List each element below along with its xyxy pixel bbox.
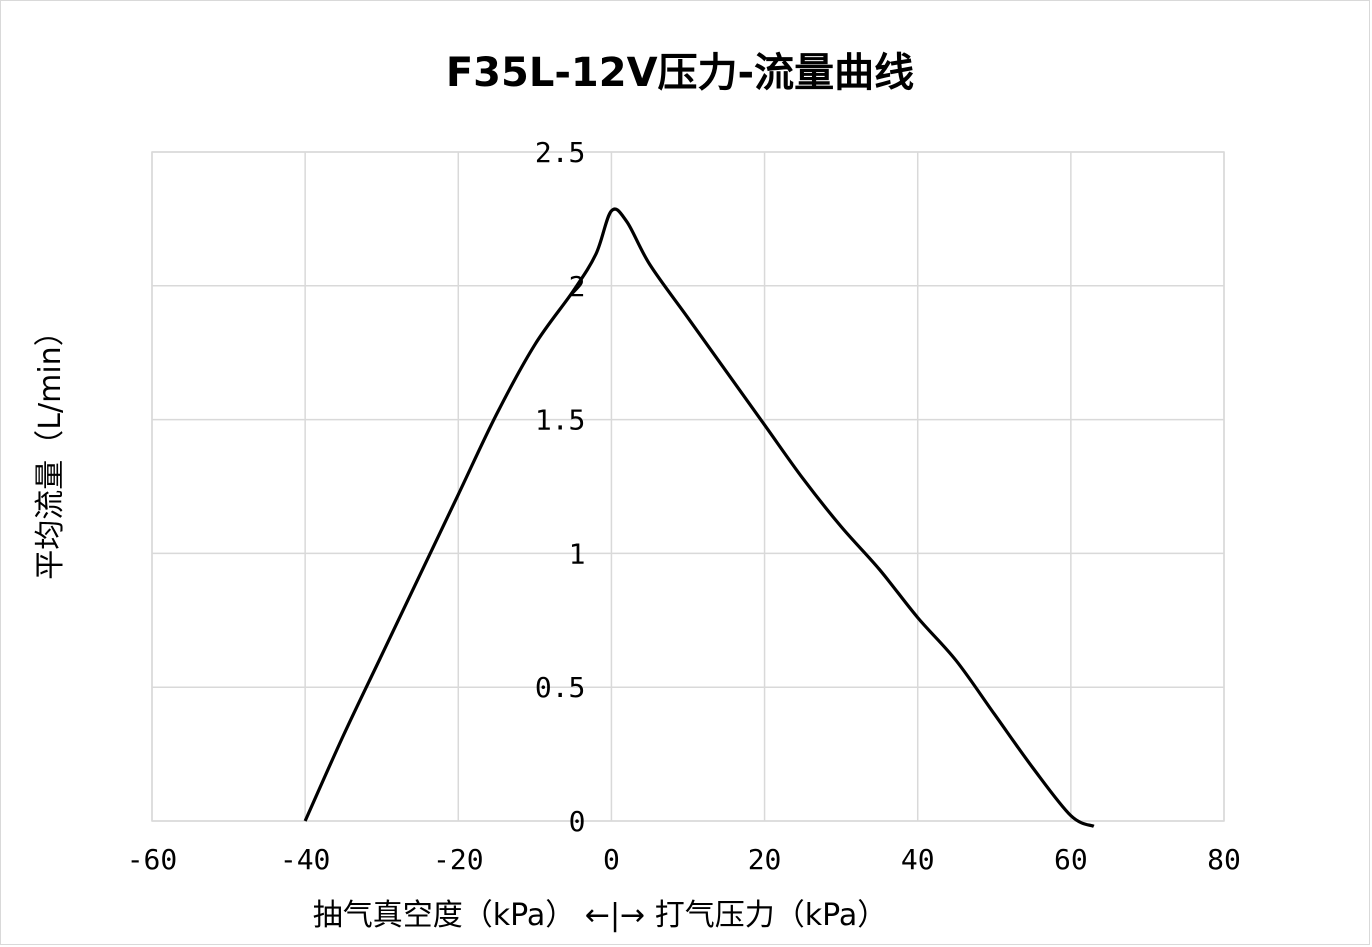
x-axis-label: 抽气真空度（kPa） ←|→ 打气压力（kPa） [313, 898, 887, 933]
chart-title: F35L-12V压力-流量曲线 [445, 50, 915, 96]
x-tick-label: 40 [901, 843, 935, 876]
x-tick-label: 80 [1207, 843, 1241, 876]
x-tick-label: -20 [433, 843, 484, 876]
x-tick-label: 60 [1054, 843, 1088, 876]
x-tick-label: 0 [603, 843, 620, 876]
y-tick-label: 1 [569, 537, 586, 570]
x-tick-label: 20 [748, 843, 782, 876]
x-tick-label: -60 [127, 843, 178, 876]
y-tick-label: 1.5 [535, 404, 586, 437]
y-tick-label: 2.5 [535, 136, 586, 169]
plot-border [151, 151, 1225, 822]
series-group [303, 207, 1095, 828]
grid-lines [151, 151, 1225, 822]
y-axis-label: 平均流量（L/min） [33, 316, 68, 579]
y-tick-label: 0.5 [535, 671, 586, 704]
series-line [303, 207, 1095, 828]
x-tick-label: -40 [280, 843, 331, 876]
y-tick-label: 0 [569, 805, 586, 838]
